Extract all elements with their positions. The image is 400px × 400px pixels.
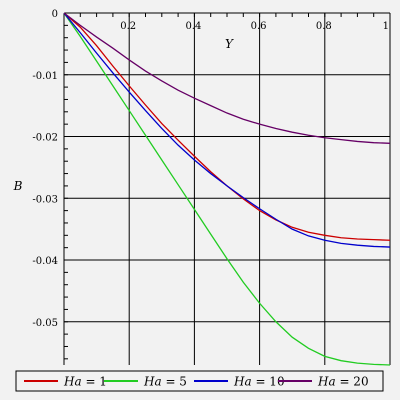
y-axis-title: B <box>13 179 23 193</box>
legend: Ha = 1 Ha = 5 Ha = 10 Ha = 20 <box>15 370 384 392</box>
y-tick-label: -0.04 <box>32 256 58 267</box>
x-axis-title: Y <box>225 37 234 51</box>
x-tick-label: 0.4 <box>185 21 201 32</box>
x-tick-label: 0.6 <box>251 21 267 32</box>
y-tick-label: -0.03 <box>32 194 58 205</box>
series-line-3 <box>63 12 391 248</box>
axes-layer <box>63 12 391 365</box>
series-line-2 <box>63 12 391 366</box>
grid-layer <box>64 13 391 365</box>
y-tick-label: -0.02 <box>32 133 58 144</box>
y-tick-label: -0.01 <box>32 71 58 82</box>
x-tick-label: 0.2 <box>120 21 136 32</box>
legend-label: Ha = 20 <box>317 375 369 389</box>
series-line-4 <box>63 12 391 144</box>
legend-items: Ha = 1 Ha = 5 Ha = 10 Ha = 20 <box>24 375 369 389</box>
legend-label: Ha = 5 <box>143 375 187 389</box>
y-tick-label: 0 <box>52 9 58 20</box>
labels-layer: 0.2 0.4 0.6 0.8 1 0 -0.01 -0.02 -0.03 -0.04 -0.05 <box>32 9 389 329</box>
legend-label: Ha = 1 <box>63 375 107 389</box>
legend-label: Ha = 10 <box>233 375 285 389</box>
y-tick-label: -0.05 <box>32 318 58 329</box>
series-layer <box>63 12 391 366</box>
x-tick-label: 0.8 <box>316 21 332 32</box>
plot-area <box>64 13 390 365</box>
x-tick-label: 1 <box>383 21 389 32</box>
